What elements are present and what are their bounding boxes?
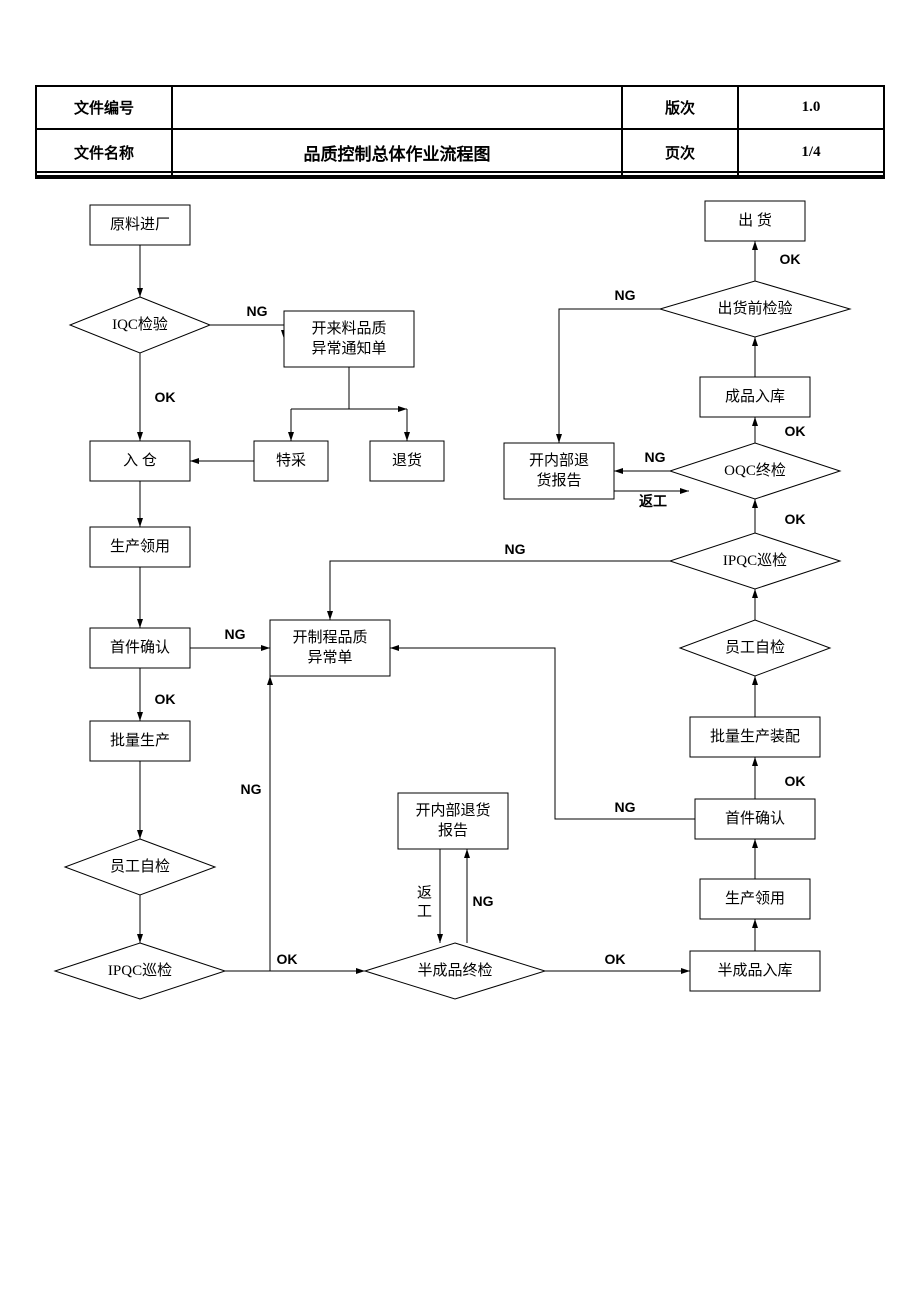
- edge-32: [559, 309, 660, 443]
- node-n9: [284, 311, 414, 367]
- page-value: 1/4: [738, 129, 884, 176]
- node-label-n7: 员工自检: [110, 858, 170, 875]
- node-label-n12-2: 异常单: [307, 649, 352, 666]
- edge-label: OK: [277, 951, 298, 967]
- edge-label: NG: [225, 626, 246, 642]
- edge-14: [225, 676, 270, 971]
- node-label-n19: 员工自检: [725, 639, 785, 656]
- node-label-n21: OQC终检: [724, 462, 786, 479]
- node-label-n11: 退货: [392, 452, 422, 469]
- edge-label: OK: [785, 511, 806, 527]
- edge-25: [330, 561, 670, 620]
- node-n12: [270, 620, 390, 676]
- edge-label: OK: [605, 951, 626, 967]
- doc-no-label: 文件编号: [36, 86, 172, 129]
- page: 文件编号 版次 1.0 文件名称 品质控制总体作业流程图 页次 1/4 OK NG…: [0, 0, 920, 1302]
- node-n13: [398, 793, 508, 849]
- node-label-n4: 生产领用: [110, 538, 170, 555]
- node-label-n20: IPQC巡检: [723, 552, 787, 569]
- edge-label: OK: [155, 389, 176, 405]
- header-double-rule: [35, 171, 885, 179]
- edge-label: OK: [780, 251, 801, 267]
- edge-label: NG: [505, 541, 526, 557]
- node-label-n10: 特采: [276, 452, 306, 469]
- node-label-n9-1: 开来料品质: [311, 320, 386, 337]
- name-label: 文件名称: [36, 129, 172, 176]
- edge-label: NG: [615, 799, 636, 815]
- page-label: 页次: [622, 129, 738, 176]
- version-label: 版次: [622, 86, 738, 129]
- flowchart-canvas: OK NG OK NG NG OK NG 返 工 OK OK NG NG OK NG 返工 OK OK NG 原料…: [35, 180, 885, 1262]
- document-title: 品质控制总体作业流程图: [172, 129, 622, 176]
- node-label-n1: 原料进厂: [110, 216, 170, 233]
- version-value: 1.0: [738, 86, 884, 129]
- node-label-n5: 首件确认: [110, 639, 170, 656]
- edge-label: NG: [241, 781, 262, 797]
- node-label-n13-2: 报告: [438, 822, 468, 839]
- node-label-n13-1: 开内部退货: [415, 802, 490, 819]
- edge-label: OK: [155, 691, 176, 707]
- node-label-n14: 半成品终检: [417, 962, 492, 979]
- node-label-n25-2: 货报告: [536, 472, 581, 489]
- node-label-n23: 出货前检验: [717, 300, 792, 317]
- edge-2: [210, 325, 284, 339]
- edge-label: NG: [645, 449, 666, 465]
- node-label-n18: 批量生产装配: [710, 728, 800, 745]
- node-label-n22: 成品入库: [725, 388, 785, 405]
- node-label-n15: 半成品入库: [717, 962, 792, 979]
- node-label-n2: IQC检验: [112, 316, 168, 333]
- node-label-n6: 批量生产: [110, 732, 170, 749]
- node-label-n8: IPQC巡检: [108, 962, 172, 979]
- edge-label: NG: [615, 287, 636, 303]
- document-header: 文件编号 版次 1.0 文件名称 品质控制总体作业流程图 页次 1/4: [35, 85, 885, 177]
- edge-label: OK: [785, 773, 806, 789]
- node-label-n25-1: 开内部退: [529, 452, 589, 469]
- node-label-n16: 生产领用: [725, 890, 785, 907]
- node-label-n12-1: 开制程品质: [292, 629, 367, 646]
- node-label-n17: 首件确认: [725, 810, 785, 827]
- node-label-n9-2: 异常通知单: [311, 340, 386, 357]
- edge-label: 返工: [639, 493, 667, 509]
- edge-label: NG: [247, 303, 268, 319]
- node-label-n3: 入 仓: [123, 452, 157, 469]
- node-label-n24: 出 货: [738, 212, 772, 229]
- edge-label: OK: [785, 423, 806, 439]
- edge-label: NG: [473, 893, 494, 909]
- flowchart-svg: OK NG OK NG NG OK NG 返 工 OK OK NG NG OK NG 返工 OK OK NG 原料…: [35, 180, 885, 1262]
- edge-vlabel: 返 工: [415, 884, 432, 918]
- node-n25: [504, 443, 614, 499]
- doc-no-value: [172, 86, 622, 129]
